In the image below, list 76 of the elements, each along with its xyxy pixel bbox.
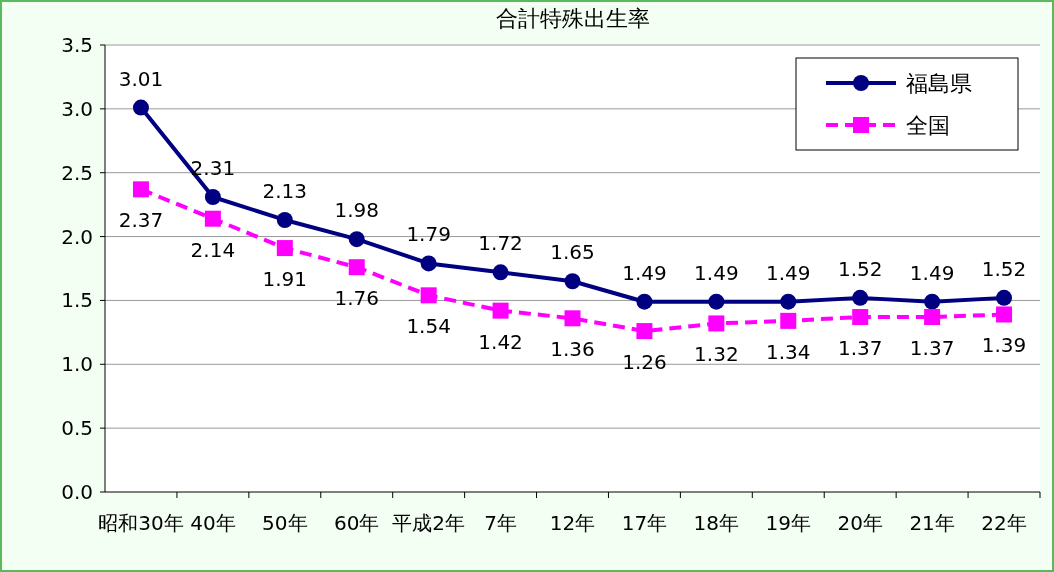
data-label: 1.34	[766, 339, 811, 364]
data-label: 2.13	[262, 178, 308, 203]
x-tick-label: 60年	[334, 511, 380, 535]
x-tick-label: 22年	[981, 511, 1027, 535]
data-label: 1.49	[909, 260, 955, 285]
y-tick-label: 0.0	[61, 480, 93, 504]
point	[636, 323, 653, 340]
legend-label: 全国	[906, 113, 950, 138]
x-tick-label: 20年	[837, 511, 883, 535]
x-tick-label: 7年	[484, 511, 517, 535]
point	[348, 259, 365, 276]
point	[924, 309, 941, 326]
point	[708, 315, 725, 332]
point	[276, 240, 293, 257]
point	[276, 211, 293, 228]
x-tick-label: 18年	[693, 511, 740, 535]
y-tick-label: 2.0	[61, 224, 93, 249]
legend-label: 福島県	[906, 71, 972, 96]
point	[636, 293, 653, 310]
x-tick-label: 19年	[765, 511, 811, 535]
point	[204, 210, 221, 227]
y-tick-label: 3.0	[61, 96, 93, 121]
point	[420, 287, 437, 304]
point	[852, 309, 869, 326]
chart-title: 合計特殊出生率	[495, 6, 650, 31]
data-label: 1.76	[334, 286, 379, 311]
x-tick-label: 50年	[262, 511, 308, 535]
data-label: 1.26	[622, 350, 667, 375]
x-tick-label: 12年	[549, 511, 596, 535]
data-label: 1.79	[406, 222, 451, 247]
y-tick-label: 0.5	[61, 416, 93, 441]
point	[132, 181, 149, 198]
data-label: 1.37	[837, 336, 883, 361]
y-tick-label: 1.5	[61, 288, 93, 313]
point	[348, 231, 365, 248]
x-tick-label: 昭和30年	[98, 511, 184, 535]
point	[996, 306, 1013, 323]
point	[564, 273, 581, 290]
point	[852, 289, 869, 306]
point	[420, 255, 437, 272]
point	[708, 293, 725, 310]
y-tick-label: 1.0	[61, 352, 93, 377]
data-label: 1.98	[334, 198, 379, 223]
data-label: 1.32	[694, 342, 739, 367]
point	[132, 99, 149, 116]
data-label: 2.37	[118, 208, 164, 233]
point	[564, 310, 581, 327]
data-label: 3.01	[118, 66, 164, 91]
data-label: 1.65	[550, 240, 595, 265]
point	[780, 312, 797, 329]
point	[492, 302, 509, 319]
x-tick-label: 平成2年	[392, 511, 466, 535]
point	[924, 293, 941, 310]
point	[996, 289, 1013, 306]
y-tick-label: 3.5	[61, 33, 93, 57]
data-label: 1.36	[550, 337, 595, 362]
data-label: 1.52	[837, 256, 883, 281]
data-label: 1.91	[262, 267, 308, 292]
x-tick-label: 17年	[621, 511, 668, 535]
data-label: 1.42	[478, 329, 523, 354]
data-label: 1.49	[694, 260, 739, 285]
y-tick-label: 2.5	[61, 160, 93, 185]
x-tick-label: 21年	[909, 511, 955, 535]
data-label: 1.49	[766, 260, 811, 285]
x-tick-label: 40年	[190, 511, 236, 535]
data-label: 1.52	[981, 256, 1027, 281]
data-label: 1.37	[909, 336, 955, 361]
data-label: 1.72	[478, 231, 523, 256]
point	[204, 188, 221, 205]
point	[780, 293, 797, 310]
data-label: 1.49	[622, 260, 667, 285]
data-label: 2.31	[190, 155, 236, 180]
data-label: 1.54	[406, 314, 451, 339]
point	[492, 264, 509, 281]
data-label: 2.14	[190, 237, 236, 262]
data-label: 1.39	[981, 333, 1027, 358]
